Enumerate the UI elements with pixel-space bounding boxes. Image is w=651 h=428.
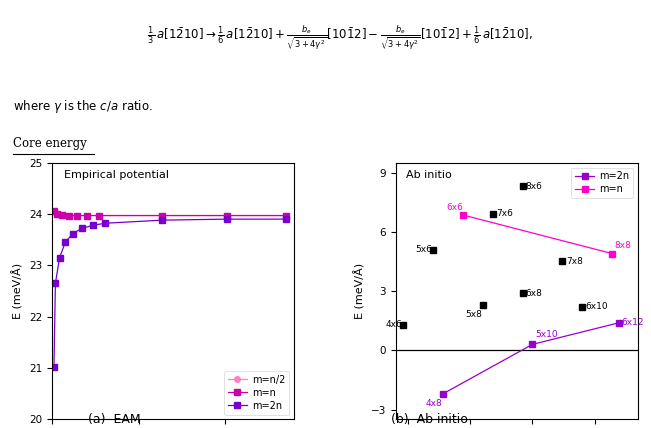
Text: where $\gamma$ is the $c/a$ ratio.: where $\gamma$ is the $c/a$ ratio. xyxy=(13,98,153,115)
Text: 7x8: 7x8 xyxy=(566,257,583,266)
Line: m=n: m=n xyxy=(460,212,615,256)
Y-axis label: E (meV/Å): E (meV/Å) xyxy=(12,263,23,319)
m=2n xyxy=(51,281,59,286)
Text: $\frac{1}{3}\,a[1\bar{2}10] \rightarrow \frac{1}{6}\,a[1\bar{2}10] + \frac{b_e}{: $\frac{1}{3}\,a[1\bar{2}10] \rightarrow … xyxy=(118,24,533,52)
m=n xyxy=(95,213,103,218)
m=2n xyxy=(282,217,290,222)
m=2n xyxy=(102,221,109,226)
m=2n xyxy=(158,217,166,223)
m=n xyxy=(59,212,66,217)
Text: 8x8: 8x8 xyxy=(615,241,631,250)
Line: m=n/2: m=n/2 xyxy=(51,209,288,218)
Text: Core energy: Core energy xyxy=(13,137,87,151)
m=2n xyxy=(50,365,58,370)
Line: m=n: m=n xyxy=(51,208,288,218)
Text: 6x6: 6x6 xyxy=(447,202,464,211)
m=2n xyxy=(89,223,96,228)
m=n xyxy=(83,213,91,218)
m=2n xyxy=(529,342,536,347)
m=2n xyxy=(78,226,86,231)
m=2n xyxy=(223,217,230,222)
Text: Empirical potential: Empirical potential xyxy=(64,170,169,180)
Text: 5x6: 5x6 xyxy=(416,245,433,254)
m=2n xyxy=(615,320,623,325)
m=n xyxy=(459,212,467,217)
m=n xyxy=(282,213,290,218)
Text: (b)  Ab initio: (b) Ab initio xyxy=(391,413,468,426)
m=n/2 xyxy=(83,213,91,218)
Text: 6x8: 6x8 xyxy=(525,288,542,297)
m=n xyxy=(608,251,616,256)
m=n/2 xyxy=(158,213,166,218)
m=n/2 xyxy=(223,213,230,218)
m=n xyxy=(53,211,61,217)
m=n/2 xyxy=(65,213,73,218)
m=n xyxy=(65,213,73,218)
Text: 4x6: 4x6 xyxy=(386,320,403,329)
Legend: m=n/2, m=n, m=2n: m=n/2, m=n, m=2n xyxy=(224,371,289,415)
Text: 5x10: 5x10 xyxy=(535,330,557,339)
m=n/2 xyxy=(74,213,81,218)
m=2n xyxy=(55,255,63,260)
Text: Ab initio: Ab initio xyxy=(406,170,451,180)
m=n xyxy=(158,213,166,218)
Text: 8x6: 8x6 xyxy=(525,182,542,191)
m=n/2 xyxy=(59,212,66,217)
Y-axis label: E (meV/Å): E (meV/Å) xyxy=(353,263,365,319)
Line: m=2n: m=2n xyxy=(440,320,622,396)
Text: (a)  EAM: (a) EAM xyxy=(88,413,140,426)
Text: 4x8: 4x8 xyxy=(426,399,443,408)
m=n xyxy=(223,213,230,218)
Text: 5x8: 5x8 xyxy=(465,310,482,319)
m=n/2 xyxy=(53,211,61,217)
m=n xyxy=(50,208,58,214)
Text: 6x12: 6x12 xyxy=(622,318,644,327)
m=n/2 xyxy=(95,213,103,218)
Text: 7x6: 7x6 xyxy=(497,209,514,219)
m=n/2 xyxy=(50,209,58,214)
Text: 6x10: 6x10 xyxy=(586,302,609,311)
m=2n xyxy=(61,240,69,245)
m=2n xyxy=(439,391,447,396)
Legend: m=2n, m=n: m=2n, m=n xyxy=(571,167,633,198)
Line: m=2n: m=2n xyxy=(51,217,288,370)
m=n/2 xyxy=(282,213,290,218)
m=n xyxy=(74,213,81,218)
m=2n xyxy=(69,231,77,236)
